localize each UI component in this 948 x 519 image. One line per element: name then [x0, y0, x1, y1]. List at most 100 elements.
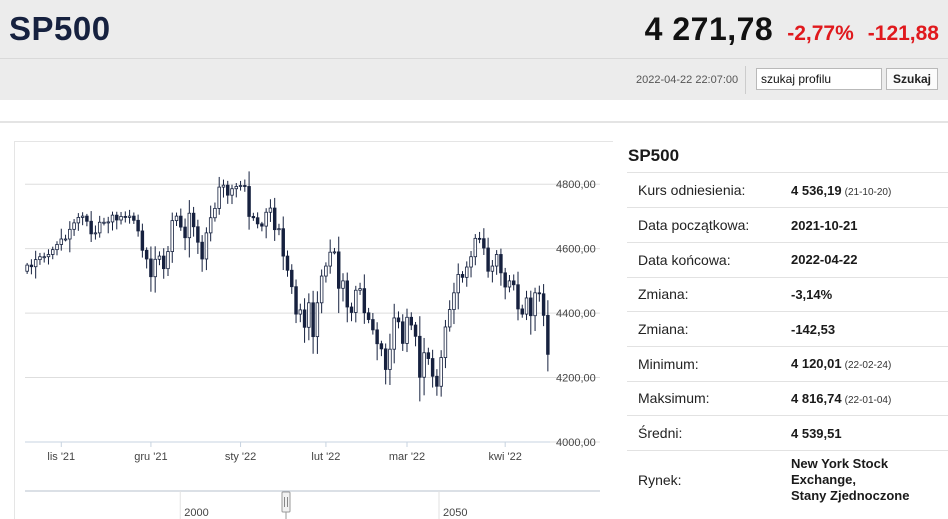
info-row: Data końcowa: 2022-04-22 — [627, 242, 948, 278]
candle-down — [247, 186, 251, 217]
info-row: Data początkowa: 2021-10-21 — [627, 207, 948, 243]
candle-down — [371, 319, 375, 331]
candle-up — [59, 238, 64, 245]
candle-up — [354, 289, 358, 313]
info-value-date: (22-01-04) — [844, 394, 892, 406]
candle-up — [119, 216, 123, 221]
candle-down — [375, 329, 379, 345]
candle-down — [179, 215, 183, 228]
x-tick-label: mar '22 — [389, 451, 425, 463]
candle-up — [97, 221, 102, 234]
candle-up — [217, 186, 221, 209]
info-value-text: 2021-10-21 — [791, 217, 858, 233]
candle-down — [123, 216, 128, 218]
candle-up — [473, 237, 478, 258]
info-panel: SP500 Kurs odniesienia: 4 536,19 (21-10-20… — [627, 141, 948, 509]
candle-down — [413, 324, 418, 337]
info-label: Zmiana: — [627, 277, 781, 313]
candle-up — [42, 256, 46, 259]
candle-up — [533, 292, 537, 317]
quote-timestamp: 2022-04-22 22:07:00 — [636, 74, 739, 86]
candle-up — [234, 186, 239, 190]
candle-up — [166, 251, 170, 270]
candle-down — [85, 215, 89, 222]
candle-up — [153, 258, 157, 278]
candle-up — [213, 207, 217, 219]
candle-down — [435, 375, 439, 387]
info-value: 4 120,01 (22-02-24) — [781, 346, 948, 382]
candle-down — [516, 284, 520, 310]
navigator-tick-label: 2000 — [184, 507, 208, 519]
candle-up — [93, 232, 98, 235]
info-value: -3,14% — [781, 277, 948, 313]
candle-up — [46, 254, 51, 258]
candle-up — [447, 309, 452, 328]
candle-up — [204, 232, 209, 260]
candle-up — [187, 212, 192, 239]
candle-down — [430, 358, 435, 377]
candle-up — [102, 221, 106, 224]
candle-down — [196, 226, 200, 243]
navigator-handle — [281, 491, 291, 513]
x-tick-label: gru '21 — [134, 451, 167, 463]
candle-up — [439, 357, 443, 387]
candle-down — [482, 238, 486, 249]
candle-down — [191, 212, 196, 228]
price-chart: 4000,00 4200,00 4400,00 4600,00 4800,00 lis '… — [14, 141, 614, 519]
candle-up — [238, 185, 243, 187]
y-tick-label: 4800,00 — [556, 179, 596, 191]
candle-down — [546, 314, 550, 355]
candle-up — [63, 238, 68, 241]
candle-down — [541, 293, 546, 316]
candle-down — [345, 280, 349, 308]
info-table: Kurs odniesienia: 4 536,19 (21-10-20) Data … — [627, 173, 948, 509]
info-label: Data początkowa: — [627, 207, 781, 243]
candle-up — [332, 251, 337, 254]
candle-down — [401, 321, 405, 344]
info-value-text: 4 536,19 — [791, 182, 842, 198]
candle-up — [174, 215, 179, 222]
candle-down — [251, 216, 256, 219]
candle-down — [362, 288, 367, 314]
search-input[interactable] — [756, 68, 882, 90]
header-divider — [0, 58, 948, 59]
candle-down — [537, 292, 542, 295]
x-tick-label: sty '22 — [225, 451, 256, 463]
navigator-tick-label: 2050 — [443, 507, 467, 519]
candle-up — [76, 217, 81, 224]
candle-up — [277, 228, 281, 231]
candle-down — [383, 348, 388, 370]
candle-down — [89, 220, 93, 235]
candle-up — [33, 259, 38, 268]
info-row: Kurs odniesienia: 4 536,19 (21-10-20) — [627, 173, 948, 209]
info-label: Data końcowa: — [627, 242, 781, 278]
candle-up — [307, 302, 311, 328]
candle-down — [302, 309, 307, 328]
candle-down — [426, 352, 431, 359]
candle-up — [80, 215, 85, 218]
candle-down — [529, 297, 533, 317]
info-label: Maksimum: — [627, 381, 781, 417]
candle-up — [358, 288, 362, 291]
candle-down — [29, 264, 34, 268]
info-title: SP500 — [627, 141, 948, 173]
info-value-text: 4 539,51 — [791, 425, 842, 441]
candle-up — [170, 220, 174, 252]
candle-up — [524, 297, 529, 315]
info-label: Kurs odniesienia: — [627, 173, 781, 209]
candle-down — [255, 217, 260, 225]
search-button[interactable]: Szukaj — [886, 68, 938, 90]
chart-svg: 4000,00 4200,00 4400,00 4600,00 4800,00 lis '… — [15, 142, 614, 519]
candle-down — [115, 214, 119, 221]
candle-up — [106, 221, 110, 224]
change-percent: -2,77% — [787, 22, 854, 45]
candle-up — [221, 184, 226, 188]
info-label: Rynek: — [638, 471, 682, 488]
candle-up — [315, 302, 320, 338]
x-tick-label: lis '21 — [47, 451, 75, 463]
candle-up — [157, 255, 162, 260]
candle-up — [405, 316, 409, 344]
last-price: 4 271,78 — [644, 11, 774, 47]
info-row: Zmiana: -142,53 — [627, 311, 948, 347]
x-tick-label: lut '22 — [311, 451, 340, 463]
